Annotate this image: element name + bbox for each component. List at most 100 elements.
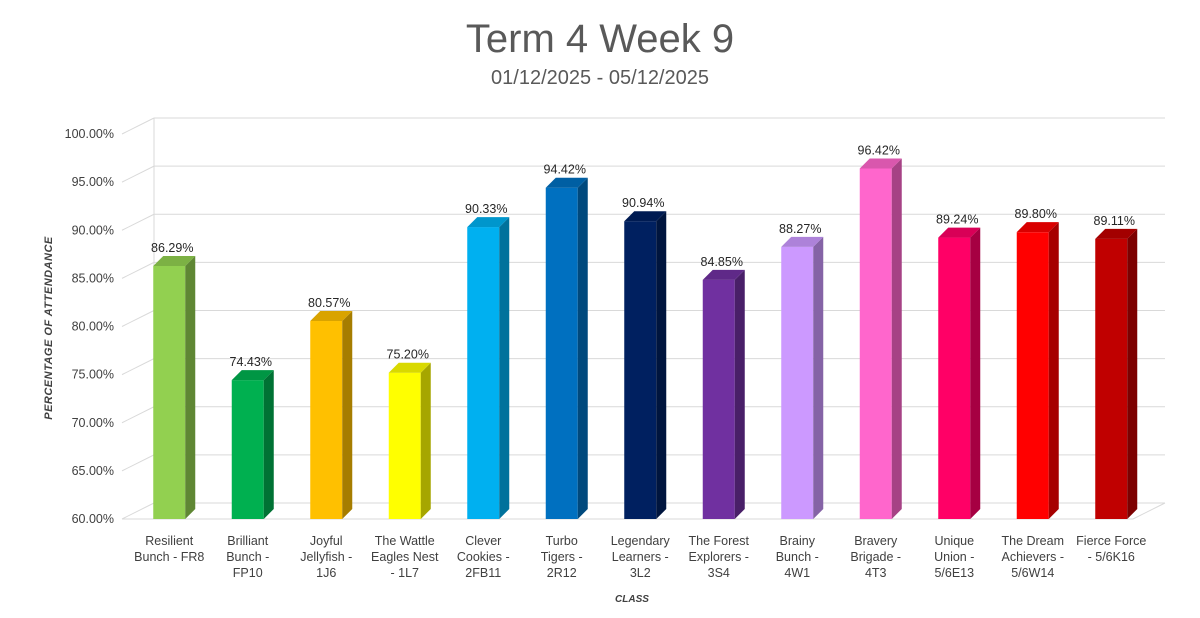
category-label-line: Eagles Nest xyxy=(371,550,439,564)
data-label: 89.24% xyxy=(936,213,978,227)
bar-front xyxy=(388,372,421,519)
bar-top xyxy=(1016,222,1059,233)
bar-front xyxy=(153,265,186,519)
category-label: Joyful Jellyfish - 1J6 xyxy=(300,534,352,580)
bar-front xyxy=(938,237,971,519)
category-label-line: 2FB11 xyxy=(465,566,501,580)
y-axis-title: PERCENTAGE OF ATTENDANCE xyxy=(43,236,55,420)
gridline-depth xyxy=(121,406,155,424)
bar-front xyxy=(1095,238,1128,519)
bar-side xyxy=(1127,228,1138,519)
bar-side xyxy=(1048,222,1059,520)
category-label-line: The Forest xyxy=(689,534,750,548)
category-label-line: FP10 xyxy=(233,566,263,580)
bar xyxy=(231,370,274,519)
y-tick-label: 80.00% xyxy=(72,320,114,334)
category-label-line: Achievers - xyxy=(1001,550,1064,564)
floor-right-edge xyxy=(1132,502,1166,520)
category-label-line: Tigers - xyxy=(541,550,583,564)
chart-subtitle: 01/12/2025 - 05/12/2025 xyxy=(491,67,709,89)
bar xyxy=(388,362,431,519)
category-label-line: Turbo xyxy=(546,534,578,548)
gridline-depth xyxy=(121,213,155,231)
category-label-line: Resilient xyxy=(145,534,193,548)
bar xyxy=(467,217,510,520)
data-label: 90.94% xyxy=(622,196,664,210)
x-axis-categories: Resilient Bunch - FR8 Brilliant Bunch - FP10… xyxy=(134,534,1146,580)
bar-top xyxy=(702,269,745,280)
y-tick-label: 90.00% xyxy=(72,223,114,237)
data-label: 88.27% xyxy=(779,222,821,236)
bar xyxy=(1016,222,1059,520)
data-label: 89.80% xyxy=(1015,207,1057,221)
bar xyxy=(153,255,196,520)
bar-side xyxy=(970,227,981,519)
data-label: 84.85% xyxy=(701,255,743,269)
data-label: 90.33% xyxy=(465,202,507,216)
bar-front xyxy=(545,187,578,519)
category-label-line: 1J6 xyxy=(316,566,336,580)
gridline-depth xyxy=(121,310,155,327)
category-label-line: 5/6W14 xyxy=(1011,566,1054,580)
category-label: Resilient Bunch - FR8 xyxy=(134,534,204,564)
gridline-depth xyxy=(121,502,155,520)
bar-side xyxy=(420,362,431,519)
bar-side xyxy=(263,370,274,519)
category-label: Turbo Tigers - 2R12 xyxy=(541,534,583,580)
bar-top xyxy=(624,211,667,222)
category-label-line: Brigade - xyxy=(850,550,901,564)
bars xyxy=(153,158,1138,520)
bar-side xyxy=(577,177,588,519)
bar xyxy=(938,227,981,519)
category-label-line: Fierce Force xyxy=(1076,534,1146,548)
data-label: 86.29% xyxy=(151,241,193,255)
bar xyxy=(859,158,902,519)
bar-top xyxy=(938,227,981,238)
category-label-line: 5/6E13 xyxy=(934,566,974,580)
category-label-line: The Dream xyxy=(1001,534,1064,548)
category-label-line: 2R12 xyxy=(547,566,577,580)
category-label-line: - 1L7 xyxy=(391,566,420,580)
bar xyxy=(1095,228,1138,519)
data-label: 94.42% xyxy=(544,163,586,177)
bar-front xyxy=(781,246,814,519)
category-label: Legendary Learners - 3L2 xyxy=(611,534,671,580)
category-label-line: Brainy xyxy=(780,534,816,548)
category-label-line: Bunch - FR8 xyxy=(134,550,204,564)
bar xyxy=(624,211,667,519)
category-label: The Wattle Eagles Nest - 1L7 xyxy=(371,534,439,580)
bar xyxy=(781,236,824,519)
category-label-line: Explorers - xyxy=(689,550,749,564)
chart-title: Term 4 Week 9 xyxy=(466,17,734,61)
category-label-line: Learners - xyxy=(612,550,669,564)
bar xyxy=(702,269,745,519)
bar-side xyxy=(813,236,824,519)
category-label: Bravery Brigade - 4T3 xyxy=(850,534,901,580)
y-tick-label: 75.00% xyxy=(72,368,114,382)
category-label: Brilliant Bunch - FP10 xyxy=(226,534,269,580)
bar xyxy=(310,311,353,519)
y-tick-label: 100.00% xyxy=(65,127,114,141)
category-label-line: Jellyfish - xyxy=(300,550,352,564)
category-label-line: Bunch - xyxy=(226,550,269,564)
category-label: Clever Cookies - 2FB11 xyxy=(457,534,510,580)
bar-side xyxy=(342,311,353,519)
bar-top xyxy=(310,311,353,322)
bar-front xyxy=(467,227,500,520)
category-label: The Forest Explorers - 3S4 xyxy=(689,534,750,580)
data-label: 74.43% xyxy=(230,355,272,369)
data-label: 89.11% xyxy=(1094,214,1135,228)
bar-front xyxy=(1016,232,1049,520)
category-label-line: Clever xyxy=(465,534,501,548)
category-label-line: Unique xyxy=(934,534,974,548)
bar-front xyxy=(310,321,343,519)
bar xyxy=(545,177,588,519)
bar-top xyxy=(153,255,196,266)
y-tick-label: 95.00% xyxy=(72,175,114,189)
category-label-line: Bunch - xyxy=(776,550,819,564)
bar-top xyxy=(781,236,824,247)
bar-front xyxy=(702,279,735,519)
x-axis-title: CLASS xyxy=(615,594,649,605)
gridline-depth xyxy=(121,165,155,183)
